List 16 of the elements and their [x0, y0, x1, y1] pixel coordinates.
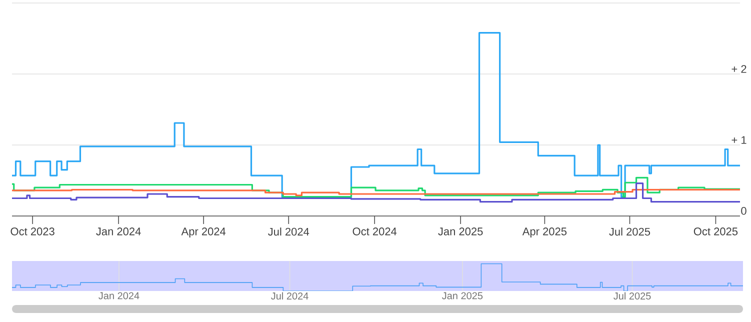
x-tick-label: Jul 2024: [268, 228, 310, 236]
y-tick-label: + 2: [732, 65, 746, 73]
x-tick-label: Jul 2024: [271, 292, 308, 300]
x-tick-label: Jul 2025: [614, 292, 651, 300]
x-tick-label: Jan 2025: [442, 292, 483, 300]
x-tick-label: Apr 2024: [181, 228, 226, 238]
x-tick-label: Jan 2024: [98, 292, 140, 300]
y-tick-label: + 1: [732, 136, 746, 144]
x-tick-label: Oct 2025: [694, 228, 738, 236]
x-tick-label: Oct 2024: [352, 228, 397, 236]
x-tick-label: Jan 2025: [438, 228, 483, 236]
x-tick-label: Jul 2025: [609, 228, 650, 236]
x-tick-label: Oct 2023: [10, 228, 54, 236]
x-tick-label: Jan 2024: [96, 228, 141, 236]
x-tick-label: Apr 2025: [522, 228, 567, 238]
y-tick-label: 0: [741, 207, 746, 215]
